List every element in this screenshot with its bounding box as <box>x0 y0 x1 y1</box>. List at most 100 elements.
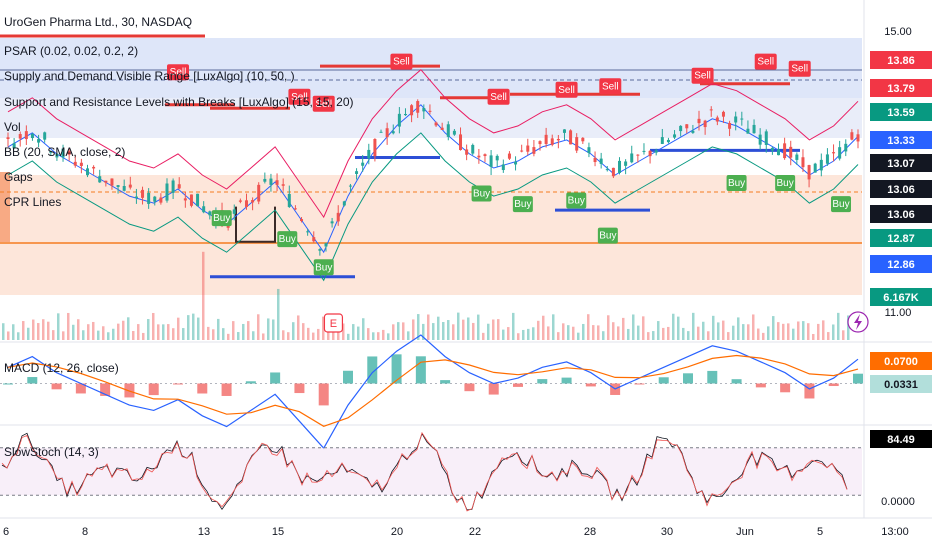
volume-bar <box>372 332 375 340</box>
volume-bar <box>667 326 670 340</box>
volume-bar <box>122 320 125 340</box>
volume-bar <box>2 323 5 340</box>
volume-bar <box>777 322 780 340</box>
volume-bar <box>482 332 485 340</box>
sell-tag <box>312 95 335 112</box>
labels-layer: UroGen Pharma Ltd., 30, NASDAQ PSAR (0.02… <box>4 15 869 459</box>
volume-bar <box>472 322 475 340</box>
bb-upper <box>7 68 859 219</box>
candle-body <box>159 197 163 203</box>
sell-tag <box>167 64 189 81</box>
candle-body <box>483 154 487 157</box>
time-tick: 6 <box>3 526 9 538</box>
sell-label: Sell <box>291 92 308 103</box>
candle-body <box>43 132 47 140</box>
volume-bar <box>582 323 585 340</box>
candle-body <box>679 125 683 132</box>
stoch-tick: 0.0000 <box>881 496 915 508</box>
volume-bar <box>807 323 810 340</box>
candle-body <box>397 113 401 127</box>
candle-body <box>238 200 242 202</box>
psar-box <box>235 206 276 243</box>
volume-bar <box>217 318 220 340</box>
volume-bar <box>62 331 65 340</box>
volume-bar <box>92 321 95 340</box>
volume-bar <box>52 330 55 340</box>
candle-body <box>721 111 725 117</box>
price-tag-value: 6.167K <box>883 292 919 304</box>
macd-hist <box>658 377 669 384</box>
candle-body <box>422 108 426 112</box>
volume-bar <box>522 329 525 340</box>
macd-hist <box>488 383 499 395</box>
volume-bar <box>287 332 290 340</box>
price-tag <box>870 288 932 306</box>
macd-hist <box>828 383 839 387</box>
candle-body <box>128 184 132 188</box>
candle-body <box>801 157 805 168</box>
candle-body <box>446 124 450 137</box>
macd-hist <box>391 354 402 384</box>
volume-bar <box>27 327 30 340</box>
macd-hist <box>804 383 815 399</box>
volume-bar <box>162 324 165 340</box>
candle-body <box>244 200 248 207</box>
time-tick: 13 <box>198 526 210 538</box>
candle-body <box>232 209 236 214</box>
macd-hist <box>343 370 353 384</box>
volume-bar <box>832 324 835 340</box>
candle-body <box>465 149 469 155</box>
volume-layer <box>2 251 850 340</box>
candle-body <box>171 180 175 193</box>
macd-tag <box>870 352 932 370</box>
volume-bar <box>782 323 785 340</box>
price-tag <box>870 255 932 273</box>
candle-body <box>752 124 756 134</box>
volume-bar <box>502 329 505 340</box>
candle-body <box>514 161 518 165</box>
candle-body <box>489 155 493 167</box>
candle-body <box>764 131 768 145</box>
price-tick: 11.00 <box>885 307 912 319</box>
volume-bar <box>432 323 435 340</box>
candle-body <box>703 120 707 128</box>
candle-body <box>856 134 860 142</box>
volume-bar <box>12 324 15 340</box>
candle-body <box>379 131 383 133</box>
volume-bar <box>132 331 135 340</box>
buy-tag <box>566 192 587 209</box>
candle-body <box>269 178 273 185</box>
volume-bar <box>797 321 800 340</box>
volume-bar <box>722 320 725 340</box>
volume-bar <box>397 322 400 340</box>
volume-bar <box>207 326 210 340</box>
candle-body <box>795 154 799 160</box>
candle-body <box>177 184 181 189</box>
sell-label: Sell <box>315 99 332 110</box>
macd-hist <box>464 383 475 392</box>
volume-bar <box>157 324 160 340</box>
candle-body <box>850 132 854 140</box>
candle-body <box>428 110 432 112</box>
volume-bar <box>242 323 245 340</box>
time-tick: 5 <box>817 526 823 538</box>
volume-bar <box>297 315 300 340</box>
stoch-k <box>1 432 848 511</box>
price-tag <box>870 131 932 149</box>
volume-bar <box>742 324 745 340</box>
macd-hist <box>270 372 281 384</box>
macd-hist <box>440 380 451 384</box>
candle-body <box>208 211 212 216</box>
volume-bar <box>42 319 45 340</box>
volume-bar <box>512 312 515 340</box>
price-tag-value: 13.79 <box>887 83 915 95</box>
buy-tag <box>775 175 796 191</box>
macd-hist <box>75 383 86 394</box>
volume-bar <box>677 316 680 340</box>
candle-body <box>403 113 407 116</box>
volume-bar <box>327 330 330 340</box>
volume-bar <box>292 322 295 340</box>
candle-body <box>165 183 169 201</box>
candle-body <box>691 130 695 133</box>
volume-bar <box>77 319 80 340</box>
